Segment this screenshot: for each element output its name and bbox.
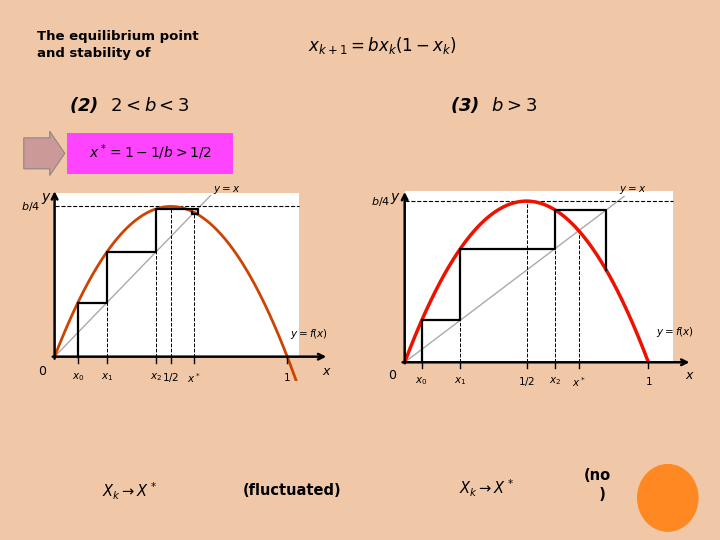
Text: $1/2$: $1/2$: [518, 375, 535, 388]
FancyBboxPatch shape: [67, 133, 233, 174]
Text: $1$: $1$: [284, 371, 291, 383]
Text: $1/2$: $1/2$: [162, 371, 179, 384]
Text: $y = f(x)$: $y = f(x)$: [289, 327, 328, 341]
Text: $y = x$: $y = x$: [619, 185, 647, 197]
Text: $y = x$: $y = x$: [213, 184, 240, 195]
Text: $x_0$: $x_0$: [71, 371, 84, 383]
Text: The equilibrium point
and stability of: The equilibrium point and stability of: [37, 30, 198, 59]
Text: $b/4$: $b/4$: [371, 194, 390, 207]
Text: $y$: $y$: [40, 191, 51, 206]
Text: $y = f(x)$: $y = f(x)$: [656, 325, 694, 339]
Text: (3)  $b > 3$: (3) $b > 3$: [450, 94, 536, 115]
Polygon shape: [24, 131, 65, 176]
FancyBboxPatch shape: [55, 193, 299, 356]
Text: (no
  ): (no ): [584, 468, 611, 502]
Text: $x_0$: $x_0$: [415, 375, 428, 387]
Text: $0$: $0$: [388, 369, 397, 382]
Text: $x$: $x$: [322, 364, 332, 377]
FancyBboxPatch shape: [405, 191, 672, 362]
Text: $x^* = 1 - 1/b > 1/2$: $x^* = 1 - 1/b > 1/2$: [89, 143, 212, 163]
Text: $b/4$: $b/4$: [22, 200, 40, 213]
Text: $x^*$: $x^*$: [187, 371, 201, 385]
Text: $x$: $x$: [685, 369, 695, 382]
Circle shape: [638, 464, 698, 531]
Text: $X_k \rightarrow X^*$: $X_k \rightarrow X^*$: [459, 477, 513, 499]
Text: $x_{k+1} = bx_k(1-x_k)$: $x_{k+1} = bx_k(1-x_k)$: [308, 36, 457, 56]
Text: (2)  $2 < b < 3$: (2) $2 < b < 3$: [69, 94, 190, 115]
Text: $x_2$: $x_2$: [549, 375, 561, 387]
Text: $1$: $1$: [644, 375, 652, 387]
Text: $y$: $y$: [390, 191, 401, 206]
Text: (fluctuated): (fluctuated): [243, 483, 341, 498]
Text: $x^*$: $x^*$: [572, 375, 585, 389]
Text: $x_2$: $x_2$: [150, 371, 162, 383]
Text: $x_1$: $x_1$: [454, 375, 467, 387]
Text: $X_k \rightarrow X^*$: $X_k \rightarrow X^*$: [102, 480, 157, 502]
Text: $0$: $0$: [38, 364, 48, 377]
Text: $x_1$: $x_1$: [101, 371, 113, 383]
